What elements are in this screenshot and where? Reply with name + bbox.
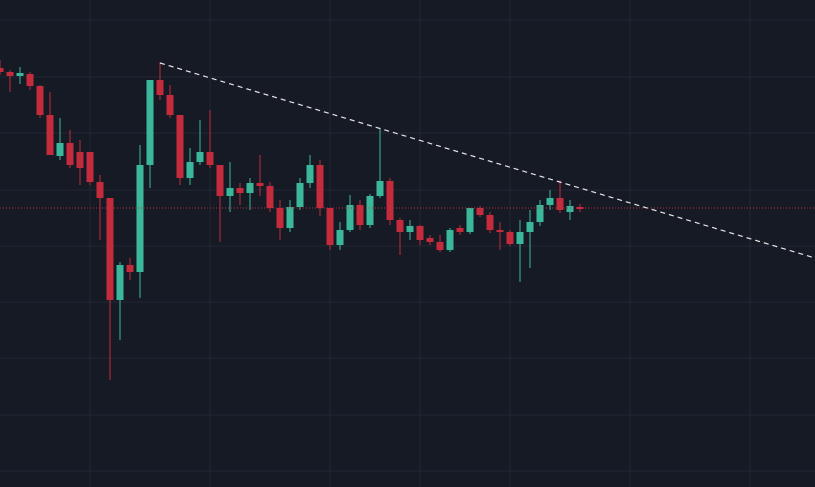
candle-body <box>446 230 454 250</box>
candle-body <box>376 181 384 196</box>
candle-body <box>146 80 154 165</box>
candle-body <box>456 228 464 232</box>
candle-body <box>186 162 194 178</box>
candle-body <box>476 208 484 215</box>
candle-body <box>416 226 424 240</box>
candle-body <box>426 238 434 242</box>
candle-body <box>356 205 364 225</box>
candle-body <box>0 68 4 72</box>
candle-body <box>226 188 234 196</box>
candle-body <box>496 230 504 232</box>
candle-body <box>86 152 94 182</box>
candle-body <box>106 198 114 300</box>
candle-body <box>466 208 474 232</box>
candle-body <box>296 183 304 207</box>
candle-body <box>116 265 124 300</box>
candle-body <box>206 152 214 165</box>
candle-body <box>216 165 224 196</box>
candle-body <box>266 186 274 208</box>
candle-body <box>46 115 54 155</box>
candle-body <box>306 165 314 183</box>
candle-body <box>156 80 164 95</box>
candle-body <box>406 226 414 232</box>
candle-body <box>246 183 254 193</box>
candle-body <box>66 143 74 165</box>
candle-body <box>396 220 404 232</box>
candle-body <box>166 95 174 115</box>
candle-body <box>16 73 24 76</box>
candle-body <box>316 165 324 208</box>
candle-body <box>196 152 204 162</box>
candle-body <box>536 205 544 222</box>
candle-body <box>336 230 344 245</box>
candle-body <box>96 182 104 198</box>
candle-body <box>556 198 564 210</box>
candle-body <box>506 232 514 244</box>
candle-body <box>126 265 134 272</box>
candle-body <box>326 208 334 245</box>
candle-body <box>546 198 554 205</box>
candle-body <box>176 115 184 178</box>
candle-body <box>286 207 294 228</box>
candle-body <box>256 183 264 186</box>
candle-body <box>136 165 144 272</box>
trendline <box>159 62 815 259</box>
candle-body <box>366 196 374 225</box>
candle-body <box>386 181 394 220</box>
candle-body <box>516 232 524 244</box>
candle-body <box>6 72 14 76</box>
candle-body <box>566 206 574 212</box>
candle-body <box>346 205 354 230</box>
candle-body <box>36 86 44 115</box>
candle-body <box>56 143 64 156</box>
candle-body <box>76 152 84 168</box>
candle-body <box>236 188 244 193</box>
candle-body <box>26 74 34 86</box>
candle-body <box>436 242 444 250</box>
candle-body <box>526 222 534 232</box>
candle-body <box>276 208 284 228</box>
candle-body <box>486 215 494 230</box>
